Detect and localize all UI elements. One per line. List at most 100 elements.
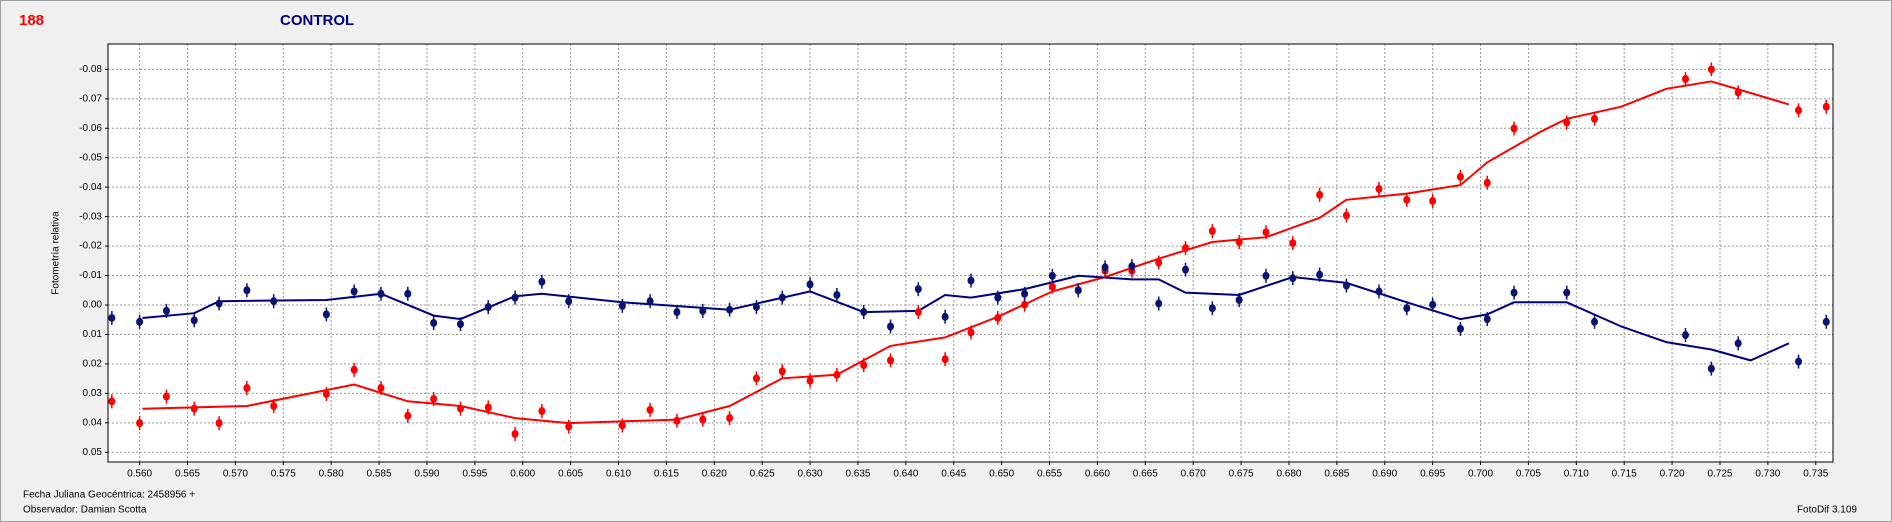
- point: [484, 303, 492, 312]
- point: [833, 290, 841, 299]
- x-tick-label: 0.610: [606, 469, 631, 480]
- y-tick-label: -0.08: [79, 64, 102, 75]
- x-tick-label: 0.605: [558, 469, 583, 480]
- footer-date: Fecha Juliana Geocéntrica: 2458956 +: [23, 490, 195, 501]
- x-tick-label: 0.575: [271, 469, 296, 480]
- point: [1403, 304, 1411, 313]
- x-tick-label: 0.720: [1660, 469, 1685, 480]
- x-tick-label: 0.700: [1468, 469, 1493, 480]
- x-tick-label: 0.625: [750, 469, 775, 480]
- point: [1048, 282, 1056, 291]
- y-tick-label: 0.02: [83, 359, 103, 370]
- x-tick-label: 0.670: [1181, 469, 1206, 480]
- footer-observer: Observador: Damian Scotta: [23, 505, 147, 516]
- point: [646, 405, 654, 414]
- point: [511, 430, 519, 439]
- x-tick-label: 0.595: [462, 469, 487, 480]
- y-axis-label: Fotometría relativa: [51, 211, 62, 295]
- x-tick-label: 0.580: [319, 469, 344, 480]
- point: [511, 293, 519, 302]
- point: [1342, 211, 1350, 220]
- point: [967, 328, 975, 337]
- x-tick-label: 0.705: [1516, 469, 1541, 480]
- point: [699, 415, 707, 424]
- point: [108, 397, 116, 406]
- x-tick-label: 0.650: [989, 469, 1014, 480]
- point: [1208, 304, 1216, 313]
- x-tick-label: 0.600: [510, 469, 535, 480]
- point: [1483, 315, 1491, 324]
- chart-title: CONTROL: [280, 12, 354, 29]
- x-tick-label: 0.630: [798, 469, 823, 480]
- point: [1707, 65, 1715, 74]
- point: [806, 280, 814, 289]
- point: [1822, 102, 1830, 111]
- x-tick-label: 0.590: [414, 469, 439, 480]
- x-tick-label: 0.645: [941, 469, 966, 480]
- point: [1456, 324, 1464, 333]
- y-tick-label: 0.01: [83, 329, 103, 340]
- point: [1795, 357, 1803, 366]
- x-tick-label: 0.725: [1707, 469, 1732, 480]
- point: [377, 384, 385, 393]
- point: [162, 306, 170, 315]
- x-tick-label: 0.695: [1420, 469, 1445, 480]
- point: [778, 367, 786, 376]
- fit-line: [142, 274, 1790, 362]
- x-tick-label: 0.675: [1229, 469, 1254, 480]
- x-tick-label: 0.665: [1133, 469, 1158, 480]
- x-tick-label: 0.690: [1372, 469, 1397, 480]
- point: [618, 421, 626, 430]
- point: [752, 374, 760, 383]
- point: [1591, 317, 1599, 326]
- point: [887, 356, 895, 365]
- point: [673, 416, 681, 425]
- point: [1074, 286, 1082, 295]
- point: [404, 289, 412, 298]
- plot-border: [107, 43, 1834, 463]
- point: [1681, 75, 1689, 84]
- point: [350, 287, 358, 296]
- point: [215, 419, 223, 428]
- x-tick-label: 0.585: [367, 469, 392, 480]
- point: [1235, 295, 1243, 304]
- point: [967, 276, 975, 285]
- x-tick-label: 0.660: [1085, 469, 1110, 480]
- point: [322, 310, 330, 319]
- point: [1734, 88, 1742, 97]
- point: [162, 392, 170, 401]
- point: [618, 301, 626, 310]
- point: [1510, 124, 1518, 133]
- point: [860, 308, 868, 317]
- point: [108, 313, 116, 322]
- point: [1681, 331, 1689, 340]
- y-tick-label: -0.05: [79, 152, 102, 163]
- plot-area: [108, 44, 1833, 462]
- point: [1734, 339, 1742, 348]
- point: [833, 370, 841, 379]
- point: [1235, 237, 1243, 246]
- point: [1021, 289, 1029, 298]
- point: [726, 414, 734, 423]
- point: [1101, 263, 1109, 272]
- point: [1429, 300, 1437, 309]
- point: [994, 293, 1002, 302]
- point: [1375, 287, 1383, 296]
- point: [673, 308, 681, 317]
- point: [699, 306, 707, 315]
- point: [1316, 190, 1324, 199]
- point: [1795, 106, 1803, 115]
- point: [136, 419, 144, 428]
- footer-software: FotoDif 3.109: [1797, 505, 1857, 516]
- point: [1563, 288, 1571, 297]
- point: [914, 308, 922, 317]
- point: [1289, 274, 1297, 283]
- x-tick-label: 0.735: [1803, 469, 1828, 480]
- point: [1182, 244, 1190, 253]
- point: [538, 277, 546, 286]
- x-tick-label: 0.620: [702, 469, 727, 480]
- y-tick-label: -0.03: [79, 211, 102, 222]
- point: [1048, 271, 1056, 280]
